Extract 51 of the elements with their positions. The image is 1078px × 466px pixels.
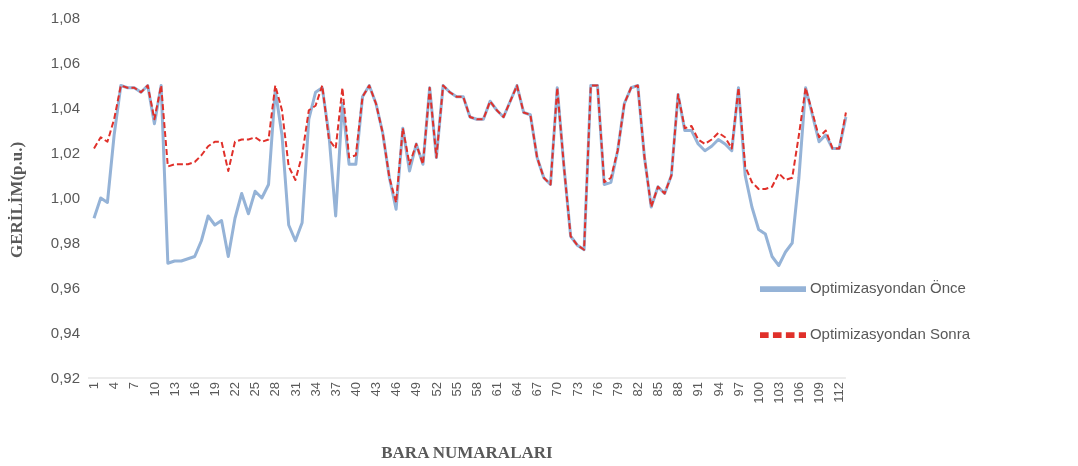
x-tick-label: 52 [428,382,444,397]
x-tick-label: 91 [690,382,706,397]
x-tick-label: 28 [267,382,283,397]
x-tick-label: 76 [589,382,605,397]
y-tick-label: 0,94 [50,324,80,342]
x-tick-label: 13 [166,382,182,397]
y-tick-label: 0,92 [50,369,80,387]
x-tick-label: 25 [247,382,263,397]
x-tick-label: 73 [569,382,585,397]
x-tick-label: 61 [489,382,505,397]
x-tick-label: 88 [670,382,686,397]
x-tick-label: 49 [408,382,424,397]
y-tick-label: 1,02 [50,144,80,162]
x-tick-label: 70 [549,382,565,397]
x-tick-label: 34 [307,382,323,397]
x-tick-label: 22 [227,382,243,397]
x-tick-label: 7 [126,382,142,390]
x-tick-label: 64 [509,382,525,397]
x-tick-label: 10 [146,382,162,397]
y-axis-title: GERİLİM(p.u.) [7,141,27,258]
y-tick-label: 1,08 [50,9,80,27]
x-tick-label: 46 [388,382,404,397]
x-tick-label: 112 [831,382,847,403]
x-tick-label: 19 [207,382,223,397]
x-tick-label: 109 [811,382,827,404]
x-tick-label: 79 [609,382,625,397]
y-tick-label: 0,98 [50,234,80,252]
x-tick-label: 97 [730,382,746,397]
legend-label: Optimizasyondan Önce [809,278,966,296]
x-tick-label: 106 [791,382,807,404]
x-tick-label: 67 [529,382,545,397]
x-tick-label: 1 [86,382,102,390]
x-tick-label: 58 [468,382,484,397]
y-tick-label: 1,04 [50,99,80,117]
x-tick-label: 4 [106,382,122,390]
x-tick-label: 43 [368,382,384,397]
x-tick-label: 37 [327,382,343,397]
x-tick-label: 100 [750,382,766,404]
legend-label: Optimizasyondan Sonra [809,324,970,342]
x-tick-label: 85 [650,382,666,397]
y-tick-label: 0,96 [50,279,80,297]
x-tick-label: 82 [630,382,646,397]
x-tick-label: 31 [287,382,303,397]
x-tick-label: 40 [348,382,364,397]
x-tick-label: 16 [186,382,202,397]
y-tick-label: 1,00 [50,189,80,207]
y-tick-label: 1,06 [50,54,80,72]
x-tick-label: 94 [710,382,726,397]
x-tick-label: 55 [448,382,464,397]
x-axis-title: BARA NUMARALARI [381,443,554,462]
x-tick-label: 103 [771,382,786,404]
